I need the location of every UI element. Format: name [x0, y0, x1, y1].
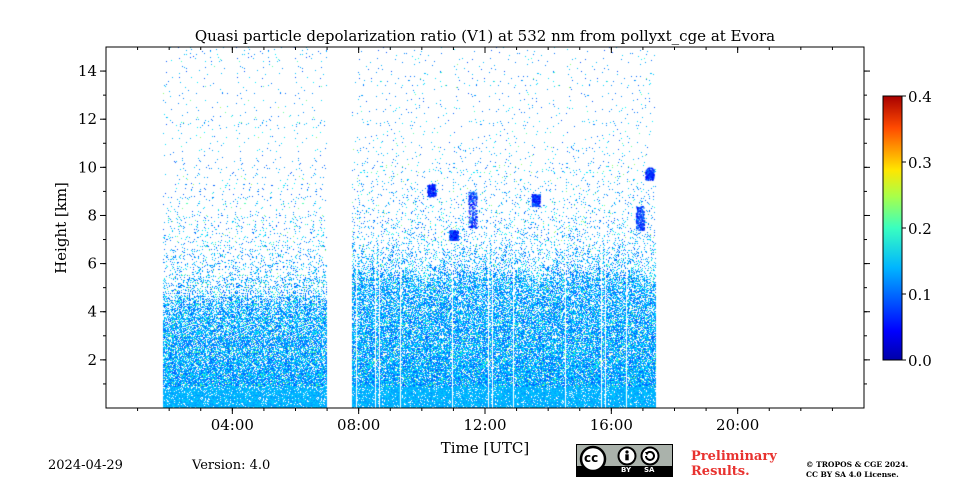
x-tick-label: 08:00 [337, 416, 380, 434]
cc-license-badge: cc BY SA [576, 444, 673, 477]
cc-icon [579, 445, 607, 473]
x-tick-label: 04:00 [211, 416, 254, 434]
colorbar-tick-label: 0.4 [908, 88, 932, 106]
colorbar-tick-label: 0.2 [908, 220, 932, 238]
preliminary-line2: Results. [691, 464, 750, 479]
license-line1: © TROPOS & CGE 2024. [806, 460, 909, 469]
x-axis-label: Time [UTC] [441, 439, 530, 457]
heatmap-raster [106, 47, 864, 408]
y-tick-label: 6 [87, 255, 97, 273]
x-axis: 04:00 08:00 12:00 16:00 20:00 [137, 47, 833, 434]
cc-text: cc [584, 451, 599, 465]
x-tick-label: 20:00 [716, 416, 759, 434]
y-tick-label: 2 [87, 351, 97, 369]
x-tick-label: 16:00 [590, 416, 633, 434]
license-notice: © TROPOS & CGE 2024. CC BY SA 4.0 Licens… [806, 460, 908, 480]
version-label: Version: 4.0 [192, 458, 271, 473]
preliminary-line1: Preliminary [691, 449, 777, 464]
y-axis-label: Height [km] [52, 182, 70, 274]
y-axis: 2 4 6 8 10 12 14 [78, 62, 870, 385]
chart-title: Quasi particle depolarization ratio (V1)… [195, 27, 775, 45]
colorbar [882, 95, 903, 361]
sa-text: SA [644, 466, 655, 474]
y-tick-label: 4 [87, 303, 97, 321]
y-tick-label: 12 [78, 110, 97, 128]
colorbar-tick-label: 0.0 [908, 352, 932, 370]
heatmap-image [106, 47, 864, 408]
y-tick-label: 10 [78, 158, 97, 176]
preliminary-notice: Preliminary Results. [691, 449, 777, 479]
license-line2: CC BY SA 4.0 License. [806, 470, 899, 479]
colorbar-ticks: 0.0 0.1 0.2 0.3 0.4 [902, 88, 932, 370]
x-tick-label: 12:00 [463, 416, 506, 434]
by-text: BY [621, 466, 632, 474]
share-alike-icon [640, 446, 660, 466]
y-tick-label: 14 [78, 62, 97, 80]
colorbar-tick-label: 0.1 [908, 286, 932, 304]
date-label: 2024-04-29 [48, 458, 123, 473]
y-tick-label: 8 [87, 206, 97, 224]
colorbar-tick-label: 0.3 [908, 154, 932, 172]
